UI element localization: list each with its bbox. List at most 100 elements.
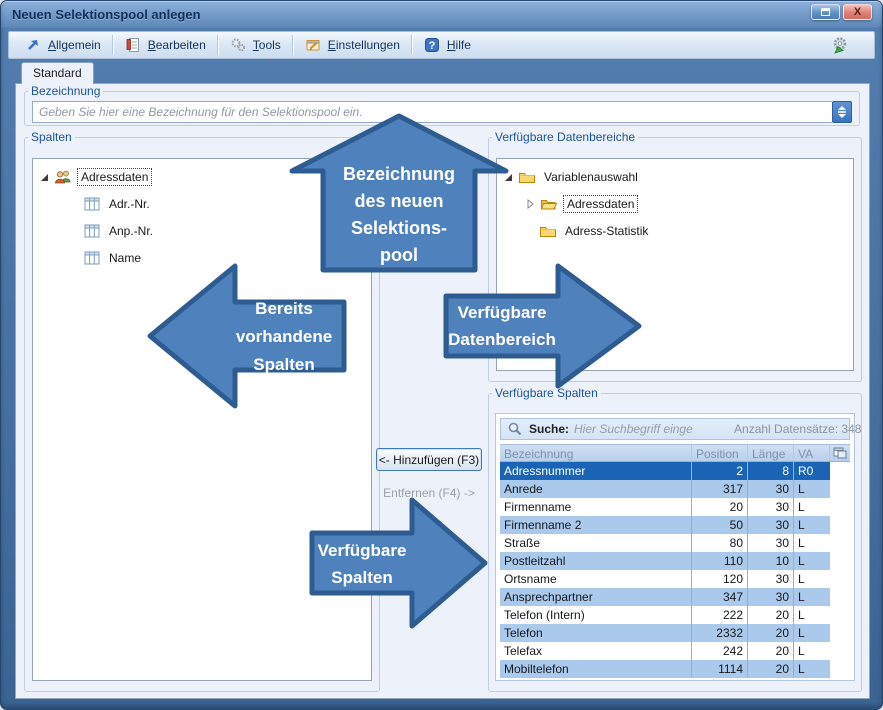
table-cell: 30 [748,534,794,552]
table-cell: Telefon [500,624,692,642]
table-cell: 110 [692,552,748,570]
toolbar-separator [410,35,412,55]
table-cell: 120 [692,570,748,588]
table-cell: Straße [500,534,692,552]
column-chooser-button[interactable] [830,445,850,461]
column-header-position[interactable]: Position [692,445,748,461]
toolbar-item-tools[interactable]: Tools [218,34,292,56]
restore-button[interactable] [811,4,840,20]
search-label: Suche: [529,422,570,436]
table-cell: 20 [748,642,794,660]
table-row[interactable]: Postleitzahl 110 10 L [500,552,830,570]
window-controls: X [811,4,872,20]
expanded-marker-icon [41,173,48,181]
remove-button-disabled[interactable]: Entfernen (F4) -> [383,486,475,500]
annotation-line: vorhandene [235,327,333,346]
annotation-line: Datenbereich [448,330,556,349]
table-row[interactable]: Straße 80 30 L [500,534,830,552]
table-cell: L [798,482,805,496]
window-title: Neuen Selektionspool anlegen [12,7,201,22]
search-bar: Suche: Anzahl Datensätze: 348 [500,418,861,440]
spinner-button[interactable] [832,101,852,123]
search-input[interactable] [574,422,730,436]
table-column-icon [83,223,101,239]
bezeichnung-input[interactable] [32,101,832,123]
table-cell: L [798,590,805,604]
verfuegbare-spalten-group: Verfügbare Spalten Suche: Anzahl Datensä… [488,386,862,692]
gear-arrow-icon[interactable] [830,37,848,54]
tab-page-standard: Bezeichnung Spalten Adressdaten [15,83,870,699]
column-chooser-icon [833,447,847,459]
tree-item-name[interactable]: Name [33,244,371,271]
toolbar-item-einstellungen[interactable]: Einstellungen [293,34,411,56]
verfuegbare-spalten-group-label: Verfügbare Spalten [495,386,598,400]
up-down-arrows-icon [838,106,846,118]
table-cell: R0 [798,464,814,478]
tree-item-adr-nr[interactable]: Adr.-Nr. [33,190,371,217]
table-row[interactable]: Ortsname 120 30 L [500,570,830,588]
table-cell: L [798,662,805,676]
annotation-line: Verfügbare [457,303,547,322]
table-cell: Ortsname [500,570,692,588]
annotation-line: Selektions- [350,218,448,238]
annotation-line: Bereits [255,299,313,318]
tree-item-adressdaten-db[interactable]: Adressdaten [497,190,853,217]
tree-item-label: Adr.-Nr. [109,196,150,211]
table-cell: 8 [748,462,794,480]
column-header-va[interactable]: VA [794,445,830,461]
table-row[interactable]: Ansprechpartner 347 30 L [500,588,830,606]
table-cell: Ansprechpartner [500,588,692,606]
table-cell: L [798,500,805,514]
toolbar: Allgemein Bearbeiten Tools Einstellungen [8,31,875,59]
table-cell: L [798,572,805,586]
toolbar-item-label: Allgemein [48,38,101,52]
tree-item-variablenauswahl[interactable]: Variablenauswahl [497,163,853,190]
table-row[interactable]: Telefax 242 20 L [500,642,830,660]
toolbar-item-bearbeiten[interactable]: Bearbeiten [113,34,217,56]
table-cell: 1114 [692,660,748,678]
add-button[interactable]: <- Hinzufügen (F3) [376,448,482,471]
table-cell: 30 [748,570,794,588]
gears-icon [229,37,247,53]
search-icon [506,421,524,437]
table-cell: 30 [748,498,794,516]
tab-standard[interactable]: Standard [21,62,94,84]
table-row[interactable]: Adressnummer 2 8 R0 [500,462,830,480]
toolbar-item-label: Einstellungen [327,38,400,52]
toolbar-separator [291,35,293,55]
callout-arrow-datenbereich: Verfügbare Datenbereich [443,263,643,389]
table-cell: Firmenname 2 [500,516,692,534]
table-header: Bezeichnung Position Länge VA [500,444,850,462]
tree-item-adressdaten[interactable]: Adressdaten [33,163,371,190]
table-cell: Telefax [500,642,692,660]
table-column-icon [83,196,101,212]
table-cell: 20 [748,606,794,624]
annotation-line: Spalten [331,568,393,587]
tree-item-adress-statistik[interactable]: Adress-Statistik [497,217,853,244]
table-cell: L [798,626,805,640]
annotation-line: pool [380,245,418,265]
table-row[interactable]: Mobiltelefon 1114 20 L [500,660,830,678]
table-cell: 10 [748,552,794,570]
toolbar-item-hilfe[interactable]: ? Hilfe [412,34,482,56]
table-row[interactable]: Firmenname 20 30 L [500,498,830,516]
table-row[interactable]: Telefon (Intern) 222 20 L [500,606,830,624]
table-row[interactable]: Telefon 2332 20 L [500,624,830,642]
column-header-laenge[interactable]: Länge [748,445,794,461]
toolbar-item-allgemein[interactable]: Allgemein [13,34,112,56]
tree-item-anp-nr[interactable]: Anp.-Nr. [33,217,371,244]
close-button[interactable]: X [843,4,872,20]
svg-text:?: ? [429,40,436,52]
bezeichnung-group: Bezeichnung [24,84,860,126]
table-cell: L [798,608,805,622]
table-row[interactable]: Firmenname 2 50 30 L [500,516,830,534]
column-header-bezeichnung[interactable]: Bezeichnung [500,445,692,461]
right-arrow-shape [309,497,488,629]
table-row[interactable]: Anrede 317 30 L [500,480,830,498]
table-cell: 30 [748,516,794,534]
spalten-group-label: Spalten [31,130,72,144]
users-icon [54,169,72,185]
tree-item-label: Adress-Statistik [565,223,649,238]
table-cell: 222 [692,606,748,624]
